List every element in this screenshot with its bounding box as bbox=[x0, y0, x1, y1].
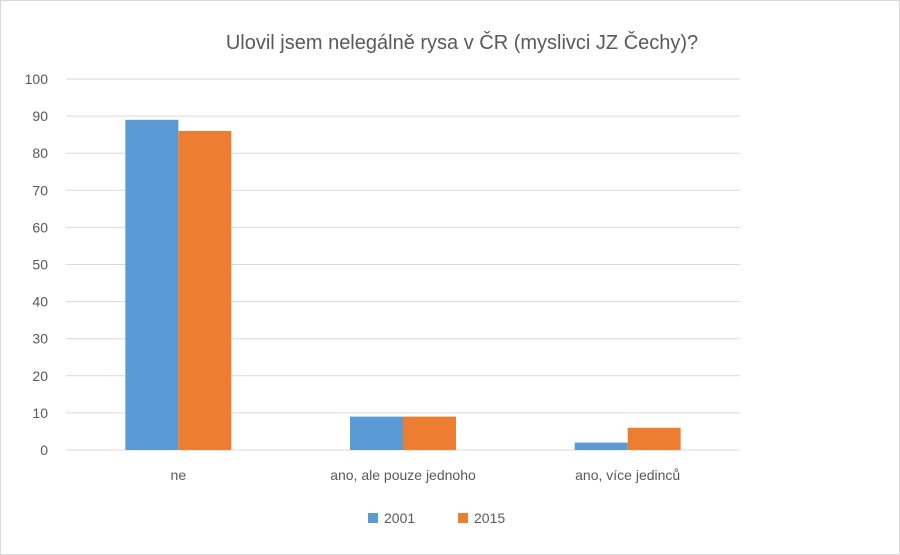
y-axis-ticks: 0 10 20 30 40 50 60 70 80 90 100 bbox=[25, 71, 49, 458]
y-tick-label: 100 bbox=[25, 71, 49, 87]
x-category-label: ne bbox=[171, 467, 187, 483]
y-tick-label: 80 bbox=[32, 145, 48, 161]
bar-2015-1 bbox=[403, 416, 456, 450]
x-category-label: ano, ale pouze jednoho bbox=[330, 467, 476, 483]
legend-label: 2015 bbox=[474, 510, 505, 526]
bar-2001-0 bbox=[125, 119, 179, 450]
legend-swatch-2015 bbox=[458, 513, 468, 523]
y-tick-label: 10 bbox=[32, 405, 48, 421]
bar-2015-2 bbox=[627, 427, 681, 450]
chart-title: Ulovil jsem nelegálně rysa v ČR (myslivc… bbox=[226, 31, 698, 54]
x-axis-labels: ne ano, ale pouze jednoho ano, více jedinc… bbox=[171, 467, 681, 483]
legend-label: 2001 bbox=[384, 510, 415, 526]
bar-2015-0 bbox=[178, 130, 232, 450]
bar-2001-2 bbox=[574, 442, 628, 450]
y-tick-label: 0 bbox=[40, 442, 48, 458]
y-tick-label: 40 bbox=[32, 294, 48, 310]
legend-swatch-2001 bbox=[368, 513, 378, 523]
y-tick-label: 60 bbox=[32, 219, 48, 235]
bar-2001-1 bbox=[350, 416, 403, 450]
y-tick-label: 50 bbox=[32, 257, 48, 273]
y-tick-label: 90 bbox=[32, 108, 48, 124]
legend: 2001 2015 bbox=[368, 510, 505, 526]
y-tick-label: 30 bbox=[32, 331, 48, 347]
y-tick-label: 20 bbox=[32, 368, 48, 384]
x-category-label: ano, více jedinců bbox=[575, 467, 680, 483]
y-tick-label: 70 bbox=[32, 182, 48, 198]
bars bbox=[125, 119, 681, 450]
